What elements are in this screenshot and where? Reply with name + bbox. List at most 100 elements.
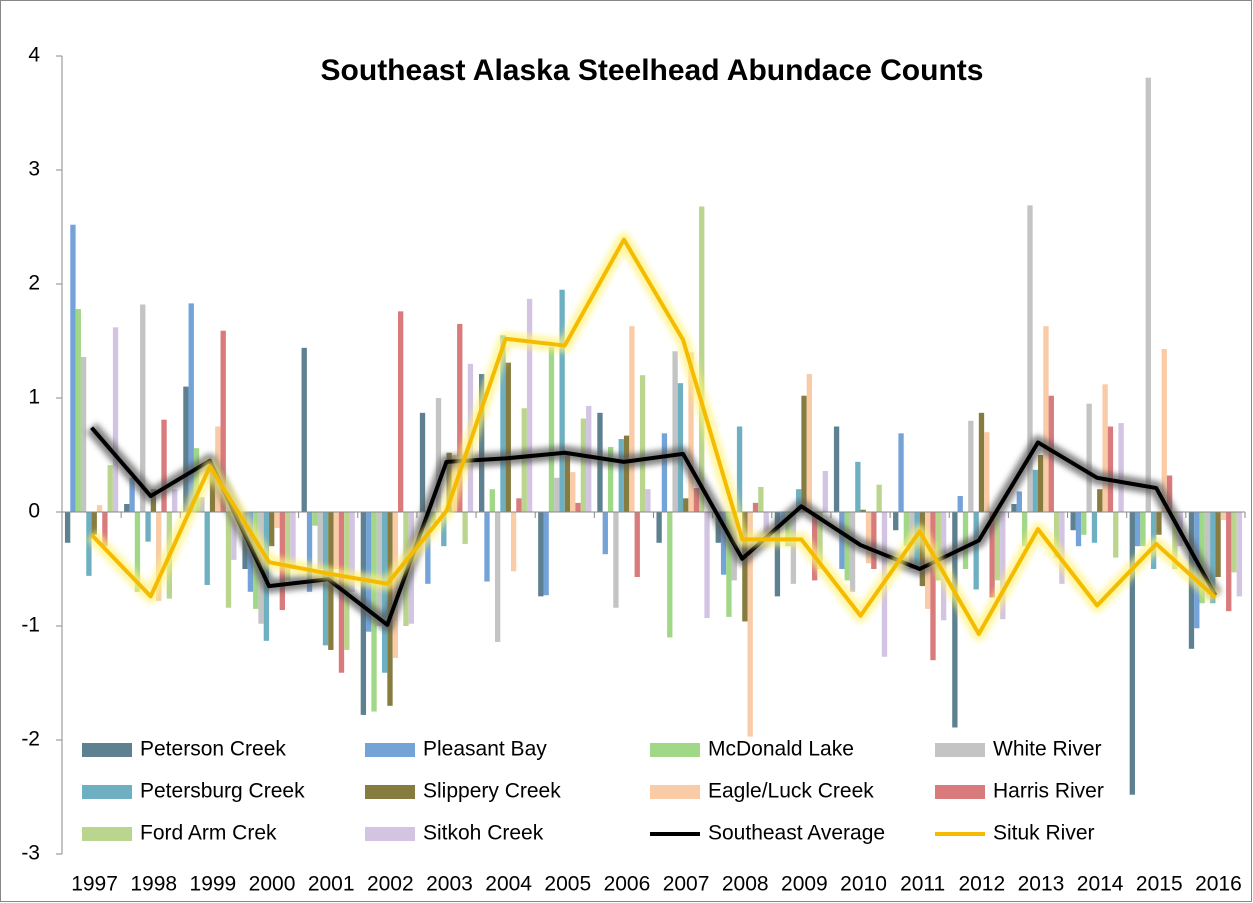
x-tick-label: 2016 bbox=[1195, 873, 1242, 896]
bar bbox=[1022, 512, 1028, 547]
bar bbox=[145, 512, 151, 542]
y-tick-label: -2 bbox=[21, 728, 40, 751]
bar bbox=[865, 512, 872, 564]
bar bbox=[1059, 512, 1065, 584]
bar bbox=[107, 465, 113, 512]
x-tick-label: 2002 bbox=[367, 873, 414, 896]
bar bbox=[1102, 384, 1108, 512]
bar bbox=[1226, 512, 1232, 612]
bar bbox=[1086, 403, 1092, 512]
bar bbox=[494, 512, 501, 642]
bar bbox=[397, 311, 404, 512]
bar bbox=[441, 512, 447, 547]
bar bbox=[70, 224, 76, 512]
bar bbox=[333, 512, 339, 569]
bar bbox=[1129, 512, 1135, 795]
bar bbox=[484, 512, 490, 582]
y-tick-label: 1 bbox=[28, 386, 40, 409]
x-tick-label: 2014 bbox=[1077, 873, 1124, 896]
bar bbox=[1113, 512, 1119, 558]
bar bbox=[1156, 512, 1162, 535]
bar bbox=[1081, 512, 1087, 535]
bar bbox=[526, 298, 533, 512]
legend-label: Situk River bbox=[993, 822, 1095, 845]
bar bbox=[726, 512, 732, 617]
bar bbox=[382, 512, 388, 673]
bar bbox=[1053, 512, 1060, 558]
bar bbox=[112, 327, 119, 512]
bar bbox=[613, 512, 619, 608]
bar bbox=[124, 504, 130, 512]
bar bbox=[102, 512, 108, 547]
bar bbox=[96, 505, 103, 512]
bar bbox=[994, 512, 1001, 581]
bar bbox=[425, 512, 431, 584]
bar bbox=[763, 512, 769, 535]
bar bbox=[683, 498, 689, 512]
bar bbox=[86, 512, 92, 576]
bar bbox=[1134, 512, 1141, 547]
legend-label: Pleasant Bay bbox=[423, 738, 547, 761]
x-tick-label: 2008 bbox=[722, 873, 769, 896]
legend-label: Peterson Creek bbox=[140, 738, 286, 761]
bar bbox=[161, 419, 167, 512]
legend-swatch bbox=[365, 743, 415, 757]
bar bbox=[736, 426, 743, 512]
bar bbox=[543, 512, 549, 596]
bar bbox=[968, 420, 974, 512]
bar bbox=[720, 512, 727, 575]
bar bbox=[822, 470, 828, 512]
x-tick-label: 2004 bbox=[485, 873, 532, 896]
y-tick-label: 4 bbox=[28, 44, 40, 67]
bar bbox=[661, 433, 668, 512]
x-tick-label: 2001 bbox=[308, 873, 355, 896]
bar bbox=[1231, 512, 1237, 573]
x-tick-label: 2013 bbox=[1018, 873, 1065, 896]
bar bbox=[306, 512, 313, 592]
bar bbox=[1140, 512, 1146, 547]
bar bbox=[806, 374, 813, 512]
legend-label: Eagle/Luck Creek bbox=[708, 780, 874, 803]
x-tick-label: 2012 bbox=[958, 873, 1005, 896]
y-tick-label: -1 bbox=[21, 614, 40, 637]
bar bbox=[1204, 512, 1211, 581]
bar bbox=[1037, 455, 1044, 512]
bar bbox=[1118, 423, 1124, 512]
bar bbox=[559, 289, 565, 512]
bar bbox=[817, 512, 823, 569]
bar bbox=[629, 326, 635, 512]
bar bbox=[833, 426, 840, 512]
bar bbox=[199, 497, 205, 512]
bar bbox=[849, 512, 856, 592]
bar bbox=[860, 509, 866, 512]
bar bbox=[871, 512, 877, 569]
bar bbox=[957, 496, 963, 512]
bar bbox=[844, 512, 850, 581]
bar bbox=[801, 395, 807, 512]
bar bbox=[1236, 512, 1243, 597]
bar bbox=[505, 362, 511, 512]
bar bbox=[1011, 504, 1017, 512]
bar bbox=[618, 439, 624, 512]
bar bbox=[500, 335, 506, 512]
bar bbox=[876, 484, 882, 512]
bar bbox=[785, 512, 791, 547]
bar bbox=[1075, 512, 1082, 547]
chart-title: Southeast Alaska Steelhead Abundace Coun… bbox=[321, 54, 984, 87]
bar bbox=[978, 412, 985, 512]
bar bbox=[1097, 489, 1103, 512]
bar bbox=[462, 512, 468, 544]
legend-label: Harris River bbox=[993, 780, 1104, 803]
bar bbox=[435, 398, 442, 512]
bar bbox=[570, 472, 576, 512]
x-tick-label: 2010 bbox=[840, 873, 887, 896]
bar bbox=[231, 512, 237, 560]
bar bbox=[284, 512, 291, 581]
legend-label: Slippery Creek bbox=[423, 780, 561, 803]
bar bbox=[667, 512, 673, 638]
bar bbox=[1172, 512, 1178, 569]
y-tick-label: 3 bbox=[28, 158, 40, 181]
bar bbox=[1161, 348, 1167, 512]
bar bbox=[376, 512, 383, 626]
